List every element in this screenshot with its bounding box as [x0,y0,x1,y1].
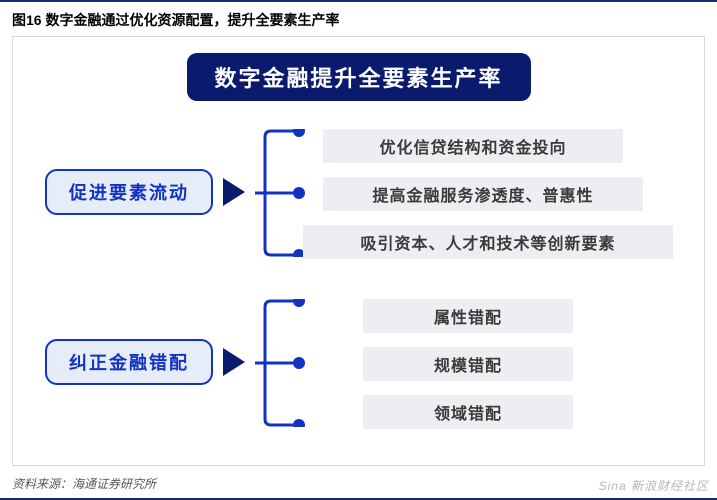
figure-caption: 图16 数字金融通过优化资源配置，提升全要素生产率 [12,10,705,30]
source-attribution: 资料来源：海通证券研究所 [12,475,156,492]
diagram-canvas: 数字金融提升全要素生产率 促进要素流动 优化信贷结构和资金投向 提高金融服务渗透… [12,36,705,466]
detail-box: 规模错配 [363,347,573,381]
detail-box: 优化信贷结构和资金投向 [323,129,623,163]
detail-box: 吸引资本、人才和技术等创新要素 [303,225,673,259]
watermark: Sina 新浪财经社区 [599,477,709,494]
bracket-connector [251,299,307,427]
detail-box: 提高金融服务渗透度、普惠性 [323,177,643,211]
detail-box: 领域错配 [363,395,573,429]
figure-frame: 图16 数字金融通过优化资源配置，提升全要素生产率 数字金融提升全要素生产率 促… [0,0,717,500]
arrow-icon [223,178,245,206]
diagram-title: 数字金融提升全要素生产率 [186,53,530,101]
bracket-connector [251,129,307,257]
detail-box: 属性错配 [363,299,573,333]
category-box-factor-mobility: 促进要素流动 [45,169,213,215]
arrow-icon [223,348,245,376]
category-box-mismatch: 纠正金融错配 [45,339,213,385]
